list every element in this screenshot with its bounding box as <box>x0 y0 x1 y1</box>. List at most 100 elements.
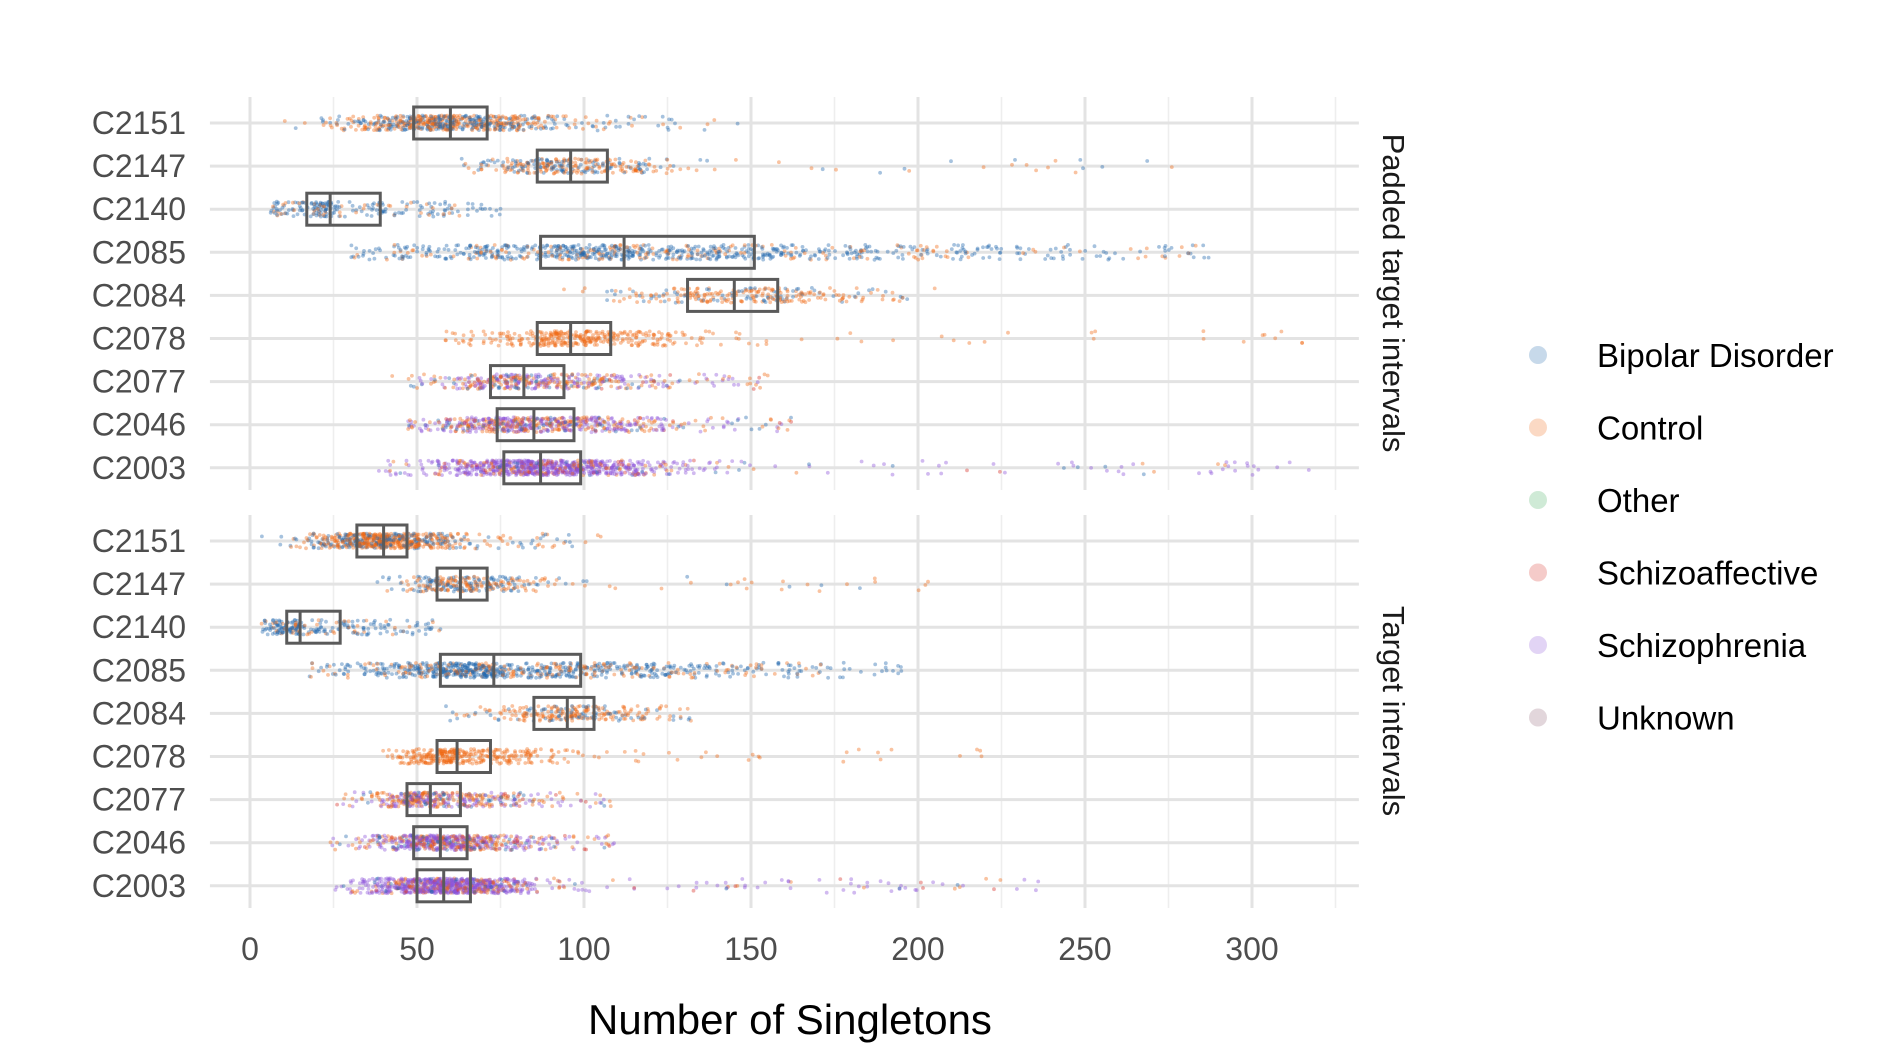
data-point <box>680 248 684 253</box>
data-point <box>443 114 448 118</box>
data-point <box>693 418 698 423</box>
data-point <box>378 122 383 127</box>
data-point <box>469 329 474 334</box>
data-point <box>721 243 726 247</box>
data-point <box>870 287 875 292</box>
data-point <box>610 243 614 248</box>
data-point <box>442 247 447 252</box>
data-point <box>550 464 555 469</box>
data-point <box>1128 247 1133 251</box>
data-point <box>399 127 404 132</box>
data-point <box>761 252 765 257</box>
data-point <box>532 170 537 175</box>
data-point <box>639 291 644 296</box>
data-point <box>466 123 470 127</box>
data-point <box>339 126 344 131</box>
data-point <box>1092 244 1097 249</box>
data-point <box>669 465 674 469</box>
data-point <box>506 330 510 334</box>
data-point <box>462 114 467 119</box>
data-point <box>664 472 669 476</box>
data-point <box>481 119 486 124</box>
data-point <box>754 294 759 299</box>
data-point <box>707 329 712 334</box>
data-point <box>436 120 441 125</box>
data-point <box>807 462 811 467</box>
data-point <box>601 163 605 168</box>
data-point <box>825 256 830 260</box>
data-point <box>505 542 510 546</box>
data-point <box>826 243 831 248</box>
data-point <box>469 117 474 122</box>
data-point <box>800 299 804 304</box>
data-point <box>533 122 538 126</box>
data-point <box>415 386 419 390</box>
data-point <box>699 299 704 304</box>
data-point <box>1202 255 1207 260</box>
data-point <box>626 122 631 126</box>
data-point <box>768 295 773 299</box>
data-point <box>1169 165 1174 170</box>
data-point <box>751 387 756 391</box>
data-point <box>837 293 841 297</box>
data-point <box>465 386 470 391</box>
data-point <box>493 119 498 124</box>
data-point <box>462 421 467 426</box>
data-point <box>664 418 668 422</box>
data-point <box>570 256 575 260</box>
data-point <box>525 255 529 259</box>
data-point <box>643 158 648 163</box>
data-point <box>555 337 560 342</box>
data-point <box>637 114 642 118</box>
data-point <box>454 243 459 248</box>
data-point <box>377 246 381 251</box>
data-point <box>756 289 761 294</box>
data-point <box>613 429 618 434</box>
data-point <box>505 121 509 126</box>
data-point <box>506 374 511 379</box>
data-point <box>433 254 437 259</box>
data-point <box>455 532 460 536</box>
data-point <box>433 124 438 129</box>
data-point <box>400 257 405 261</box>
data-point <box>493 125 498 130</box>
data-point <box>354 127 358 132</box>
data-point <box>466 538 470 542</box>
data-point <box>703 466 707 471</box>
data-point <box>965 468 969 473</box>
data-point <box>451 115 456 120</box>
data-point <box>615 333 620 337</box>
data-point <box>1256 467 1261 472</box>
data-point <box>685 463 690 468</box>
data-point <box>520 417 524 422</box>
data-point <box>425 122 429 127</box>
data-point <box>375 128 380 132</box>
data-point <box>420 253 424 258</box>
data-point <box>455 122 460 127</box>
data-point <box>1089 466 1093 470</box>
data-point <box>416 126 421 130</box>
data-point <box>516 127 521 132</box>
data-point <box>406 377 411 381</box>
data-point <box>397 122 401 127</box>
data-point <box>465 463 470 468</box>
data-point <box>544 126 549 130</box>
data-point <box>550 165 554 170</box>
data-point <box>453 248 458 252</box>
data-point <box>579 338 584 342</box>
data-point <box>597 379 602 383</box>
data-point <box>591 124 595 129</box>
data-point <box>641 299 646 304</box>
data-point <box>387 118 392 122</box>
data-point <box>444 118 449 123</box>
data-point <box>477 128 481 133</box>
data-point <box>650 416 654 420</box>
data-point <box>958 249 963 253</box>
data-point <box>551 119 556 123</box>
data-point <box>619 425 623 429</box>
data-point <box>621 338 625 343</box>
data-point <box>544 473 549 478</box>
data-point <box>287 208 291 213</box>
data-point <box>476 115 480 119</box>
data-point <box>499 331 504 336</box>
